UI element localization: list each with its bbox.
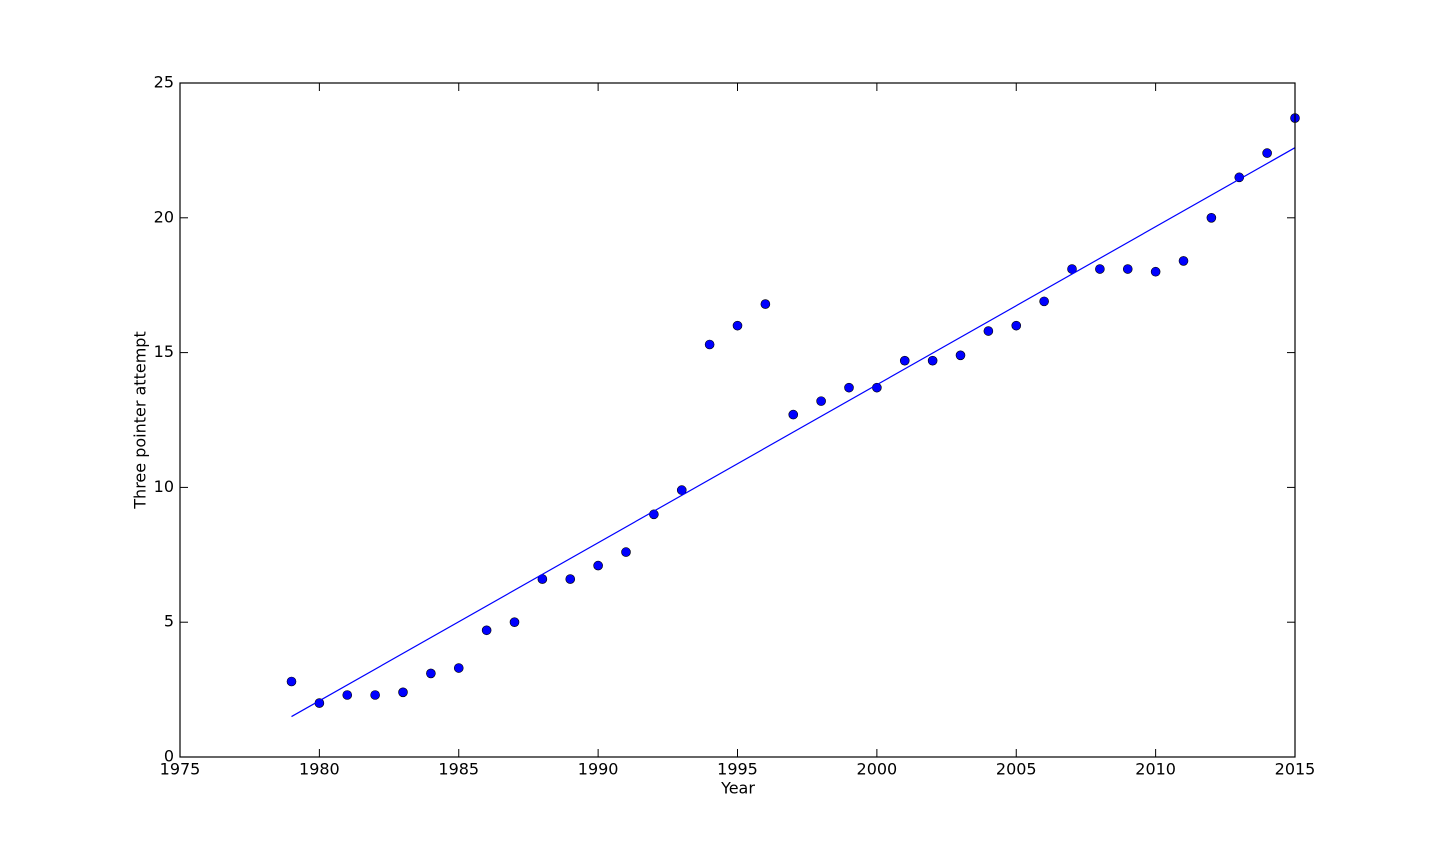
data-point [732,320,743,331]
data-point [1095,264,1105,274]
data-point [983,326,994,336]
data-point [1039,296,1049,307]
x-tick-label: 2015 [1275,760,1316,779]
data-point [398,687,408,698]
y-tick-label: 25 [154,73,174,92]
data-point [509,617,520,628]
x-axis-label: Year [720,779,755,798]
y-tick-label: 20 [154,207,174,226]
x-tick-label: 1990 [578,760,619,779]
data-point [704,339,715,350]
x-tick-label: 1985 [438,760,479,779]
y-tick-label: 10 [154,477,174,496]
data-point [816,396,826,406]
x-tick-label: 2010 [1135,760,1176,779]
y-axis-label: Three pointer attempt [131,331,150,509]
data-point [788,409,799,420]
data-point [1178,256,1189,266]
data-point [1122,264,1133,274]
x-tick-label: 1980 [299,760,340,779]
fit-line [291,147,1296,718]
data-point [844,382,854,393]
data-point [899,355,910,366]
data-point [593,560,603,571]
data-point [342,690,353,700]
y-tick-label: 15 [154,342,174,361]
data-point [453,663,464,673]
x-tick-label: 2000 [857,760,898,779]
data-point [426,668,436,679]
x-tick-label: 1975 [160,760,201,779]
y-tick-label: 5 [164,612,174,631]
data-point [565,574,576,584]
data-point [370,690,380,700]
data-point [1150,266,1161,277]
x-tick-label: 1995 [717,760,758,779]
data-point [286,676,297,687]
plot-frame [179,82,1296,758]
data-point [1206,213,1217,223]
data-point [1011,320,1022,331]
data-point [760,299,771,309]
x-tick-label: 2005 [996,760,1037,779]
data-point [927,355,938,366]
data-point [481,625,492,636]
data-point [621,547,631,557]
data-point [955,350,966,361]
data-point [1262,148,1272,158]
y-tick-label: 0 [164,747,174,766]
data-point [676,485,687,495]
